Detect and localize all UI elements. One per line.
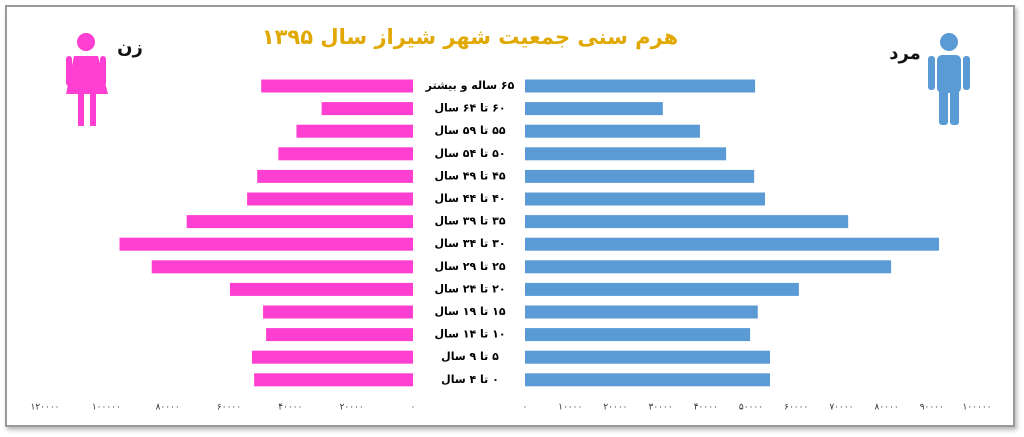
category-label: ۴۵ تا ۴۹ سال xyxy=(434,169,505,182)
x-tick-label: ۵۰۰۰۰ xyxy=(739,403,763,413)
x-tick-label: ۶۰۰۰۰ xyxy=(217,403,241,413)
x-tick-label: ۳۰۰۰۰ xyxy=(649,403,673,413)
x-tick-label: ۱۰۰۰۰ xyxy=(558,403,582,413)
bar xyxy=(247,192,413,206)
category-label: ۵ تا ۹ سال xyxy=(441,350,499,363)
category-label: ۰ تا ۴ سال xyxy=(441,373,499,386)
x-tick-label: ۱۲۰۰۰۰ xyxy=(30,403,59,413)
x-tick-label: ۶۰۰۰۰ xyxy=(784,403,808,413)
bar xyxy=(525,237,940,251)
x-tick-label: ۴۰۰۰۰ xyxy=(278,403,302,413)
category-label: ۳۵ تا ۳۹ سال xyxy=(434,215,505,228)
category-label: ۵۵ تا ۵۹ سال xyxy=(434,124,505,137)
category-label: ۶۵ ساله و بیشتر xyxy=(425,79,515,92)
x-tick-label: ۷۰۰۰۰ xyxy=(829,403,853,413)
bar xyxy=(321,102,413,116)
x-tick-label: ۹۰۰۰۰ xyxy=(920,403,944,413)
bar xyxy=(525,102,663,116)
bar xyxy=(525,192,766,206)
bar xyxy=(525,79,756,93)
legend-label: زن xyxy=(117,37,143,58)
bar xyxy=(525,305,758,319)
category-label: ۲۰ تا ۲۴ سال xyxy=(434,282,505,295)
x-tick-label: ۲۰۰۰۰ xyxy=(340,403,364,413)
bar xyxy=(525,147,727,161)
category-label: ۲۵ تا ۲۹ سال xyxy=(434,260,505,273)
bar xyxy=(261,79,413,93)
bar xyxy=(151,260,413,274)
x-tick-label: ۴۰۰۰۰ xyxy=(694,403,718,413)
female-icon xyxy=(66,33,108,126)
category-label: ۴۰ تا ۴۴ سال xyxy=(434,192,505,205)
x-tick-label: ۰ xyxy=(411,403,416,413)
bar xyxy=(525,124,700,138)
legend-label: مرد xyxy=(889,43,921,64)
bar xyxy=(278,147,413,161)
x-tick-label: ۸۰۰۰۰ xyxy=(875,403,899,413)
bar xyxy=(266,328,413,342)
category-label: ۶۰ تا ۶۴ سال xyxy=(434,102,505,115)
chart-title: هرم سنی جمعیت شهر شیراز سال ۱۳۹۵ xyxy=(262,25,678,49)
bar xyxy=(525,169,755,183)
bar xyxy=(254,373,413,387)
bar xyxy=(263,305,413,319)
bar xyxy=(525,328,751,342)
x-tick-label: ۱۰۰۰۰۰ xyxy=(92,403,121,413)
bar xyxy=(525,260,892,274)
category-label: ۱۰ تا ۱۴ سال xyxy=(434,328,505,341)
bar xyxy=(229,282,413,296)
bar xyxy=(252,350,413,364)
bar xyxy=(119,237,414,251)
bar xyxy=(525,215,849,229)
bar xyxy=(257,169,413,183)
bar xyxy=(296,124,413,138)
category-label: ۱۵ تا ۱۹ سال xyxy=(434,305,505,318)
frame xyxy=(5,5,1015,427)
male-icon xyxy=(928,33,970,125)
category-label: ۵۰ تا ۵۴ سال xyxy=(434,147,505,160)
bar xyxy=(525,282,799,296)
bar xyxy=(525,350,770,364)
bar xyxy=(525,373,770,387)
bar xyxy=(186,215,413,229)
x-tick-label: ۱۰۰۰۰۰ xyxy=(962,403,991,413)
x-tick-label: ۲۰۰۰۰ xyxy=(603,403,627,413)
category-label: ۳۰ تا ۳۴ سال xyxy=(434,237,505,250)
x-tick-label: ۸۰۰۰۰ xyxy=(156,403,180,413)
x-tick-label: ۰ xyxy=(523,403,528,413)
